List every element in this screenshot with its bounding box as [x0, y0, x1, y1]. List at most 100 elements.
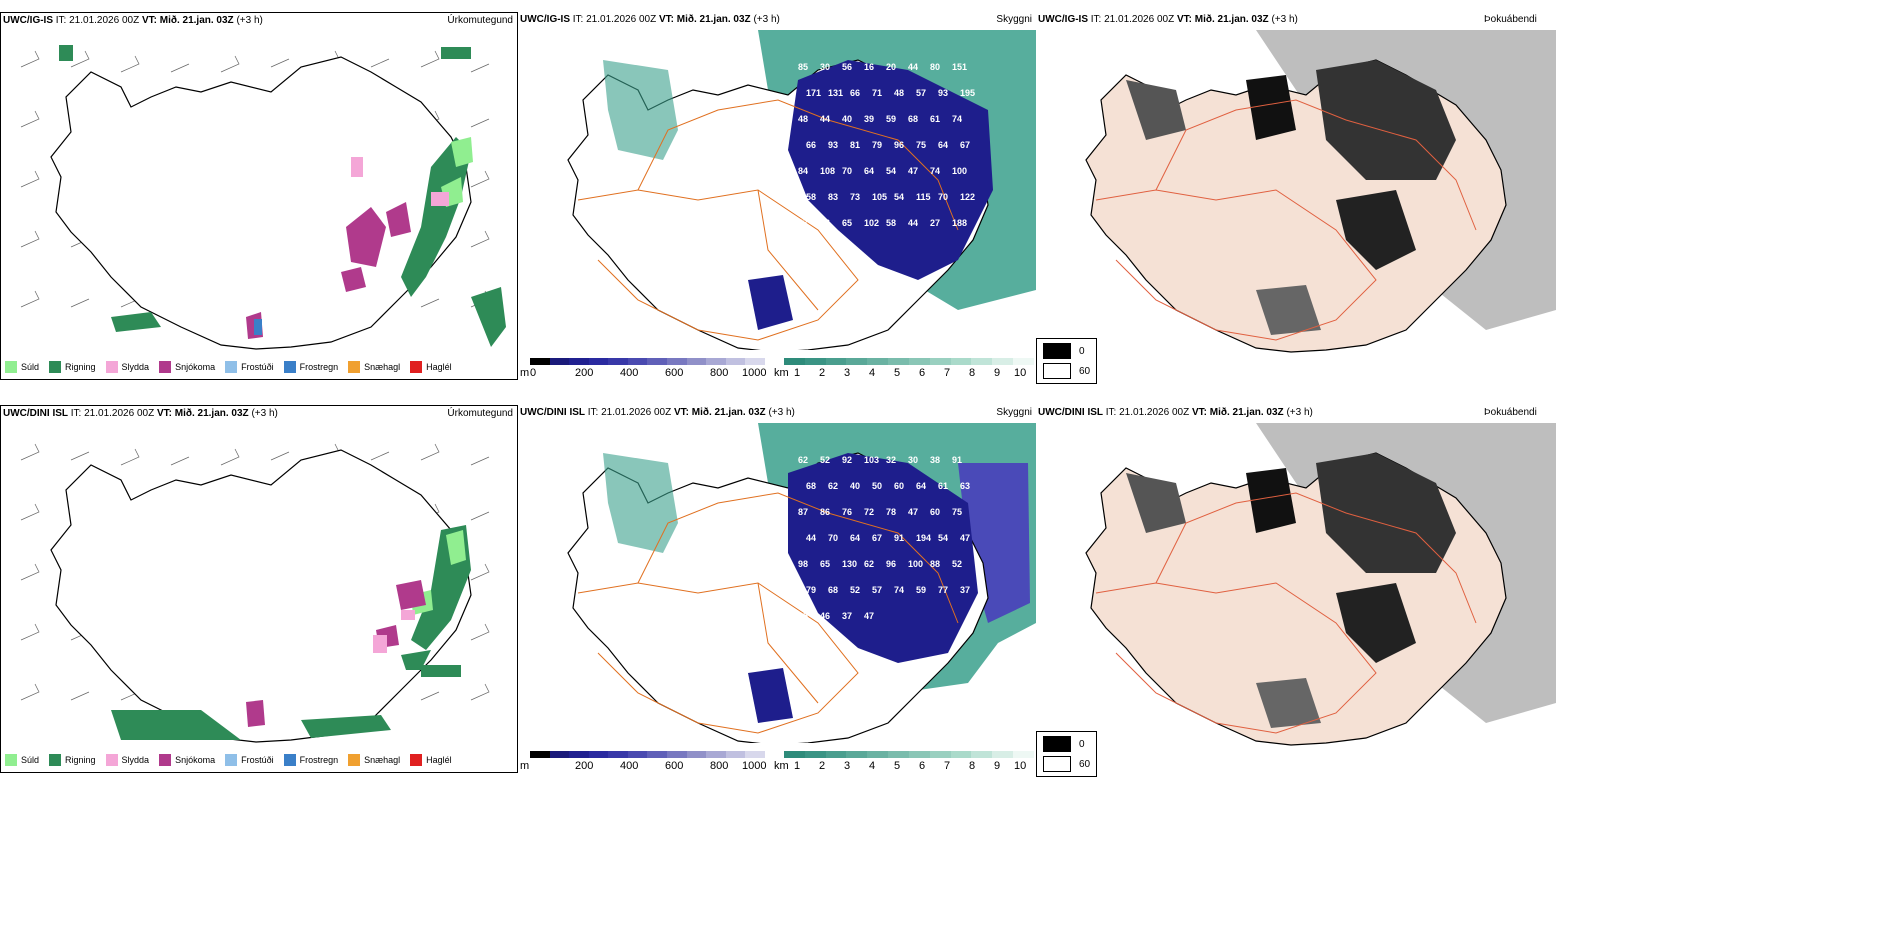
legend-item: Frostregn — [283, 754, 338, 766]
cloud-base-label: 52 — [820, 455, 830, 465]
cloud-base-area — [958, 463, 1030, 623]
cloud-base-label: 64 — [864, 166, 874, 176]
cloud-base-label: 108 — [820, 166, 835, 176]
cloud-base-label: 102 — [864, 218, 879, 228]
cloud-base-label: 32 — [886, 455, 896, 465]
cloud-base-label: 44 — [908, 62, 918, 72]
cloud-base-label: 61 — [938, 481, 948, 491]
fog-dense-area — [1316, 453, 1456, 573]
precip-legend: Súld Rigning Slydda Snjókoma Frostúði Fr… — [5, 361, 452, 373]
panel-header: UWC/DINI ISL IT: 21.01.2026 00Z VT: Mið.… — [520, 407, 795, 418]
freezing-rain-area — [254, 319, 262, 335]
cloud-base-label: 48 — [894, 88, 904, 98]
cloud-base-label: 68 — [806, 481, 816, 491]
cloud-base-label: 85 — [798, 611, 808, 621]
cloud-base-label: 48 — [798, 114, 808, 124]
fog-dense-area — [1256, 285, 1321, 335]
cloud-base-label: 78 — [886, 507, 896, 517]
cloud-base-label: 74 — [952, 114, 962, 124]
cloud-base-label: 47 — [908, 166, 918, 176]
cloud-base-label: 100 — [952, 166, 967, 176]
cloud-base-label: 30 — [820, 62, 830, 72]
cloud-base-label: 85 — [798, 62, 808, 72]
fog-dense-area — [1126, 80, 1186, 140]
cloud-base-label: 61 — [930, 114, 940, 124]
cloud-base-label: 64 — [916, 481, 926, 491]
cloud-base-label: 59 — [916, 585, 926, 595]
panel-header: UWC/IG-IS IT: 21.01.2026 00Z VT: Mið. 21… — [3, 15, 263, 26]
cloud-base-label: 44 — [820, 114, 830, 124]
cloud-base-label: 87 — [798, 507, 808, 517]
legend-item: Snæhagl — [348, 361, 400, 373]
fog-panel-row1: UWC/IG-IS IT: 21.01.2026 00Z VT: Mið. 21… — [1036, 12, 1900, 384]
visibility-low-area — [603, 60, 678, 160]
precip-legend: Súld Rigning Slydda Snjókoma Frostúði Fr… — [5, 754, 452, 766]
cloud-base-label: 80 — [930, 62, 940, 72]
fog-map — [1036, 423, 1556, 753]
cloud-base-area — [748, 668, 793, 723]
cloud-base-label: 64 — [850, 533, 860, 543]
cloud-base-label: 66 — [806, 140, 816, 150]
cloud-base-label: 115 — [916, 192, 931, 202]
cloud-base-label: 54 — [938, 533, 948, 543]
cloud-base-label: 76 — [842, 507, 852, 517]
cloud-base-label: 56 — [842, 62, 852, 72]
panel-header: UWC/IG-IS IT: 21.01.2026 00Z VT: Mið. 21… — [1038, 14, 1298, 25]
sleet-areas — [351, 157, 449, 206]
legend-item: Slydda — [105, 361, 149, 373]
cloud-base-label: 74 — [894, 585, 904, 595]
cloud-base-label: 40 — [842, 114, 852, 124]
cloud-base-label: 86 — [820, 507, 830, 517]
cloud-base-label: 67 — [872, 533, 882, 543]
cloud-base-label: 122 — [960, 192, 975, 202]
visibility-map: 62 52 92 103 32 30 38 91 68 62 40 50 60 64 61 63 87 86 76 7… — [567, 423, 1036, 743]
cloud-base-label: 59 — [886, 114, 896, 124]
cloud-base-label: 60 — [894, 481, 904, 491]
precip-map — [20, 45, 506, 350]
precip-panel-row2: UWC/DINI ISL IT: 21.01.2026 00Z VT: Mið.… — [0, 405, 518, 773]
legend-item: Snjókoma — [159, 754, 215, 766]
fog-legend: 0 60 — [1036, 338, 1098, 384]
road-network — [577, 99, 959, 341]
cloud-base-label: 98 — [798, 559, 808, 569]
cloud-base-label: 171 — [806, 88, 821, 98]
cloud-base-label: 96 — [886, 559, 896, 569]
cloud-base-label: 57 — [872, 585, 882, 595]
cloud-base-label: 88 — [930, 559, 940, 569]
cloud-base-label: 37 — [842, 611, 852, 621]
precip-panel-row1: UWC/IG-IS IT: 21.01.2026 00Z VT: Mið. 21… — [0, 12, 518, 380]
cloud-base-label: 40 — [850, 481, 860, 491]
cloud-base-label: 47 — [960, 533, 970, 543]
panel-header: UWC/DINI ISL IT: 21.01.2026 00Z VT: Mið.… — [3, 408, 278, 419]
cloud-base-label: 188 — [952, 218, 967, 228]
cloud-base-label: 47 — [908, 507, 918, 517]
cloud-base-area — [748, 275, 793, 330]
legend-item: Snjókoma — [159, 361, 215, 373]
cloud-base-label: 62 — [798, 455, 808, 465]
cloud-base-label: 75 — [916, 140, 926, 150]
cloud-base-label: 44 — [806, 533, 816, 543]
cloud-base-label: 103 — [864, 455, 879, 465]
cloud-base-label: 30 — [908, 455, 918, 465]
legend-item: Haglél — [410, 361, 452, 373]
cloud-base-label: 44 — [908, 218, 918, 228]
cloud-base-label: 52 — [952, 559, 962, 569]
cloud-base-label: 46 — [820, 218, 830, 228]
visibility-panel-row1: UWC/IG-IS IT: 21.01.2026 00Z VT: Mið. 21… — [518, 12, 1036, 380]
cloud-base-label: 75 — [952, 507, 962, 517]
legend-item: Snæhagl — [348, 754, 400, 766]
panel-title: Úrkomutegund — [447, 408, 513, 419]
cloud-base-label: 71 — [872, 88, 882, 98]
legend-item: Slydda — [105, 754, 149, 766]
fog-dense-area — [1316, 60, 1456, 180]
fog-dense-area — [1246, 75, 1296, 140]
fog-dense-area — [1336, 190, 1416, 270]
fog-dense-area — [1256, 678, 1321, 728]
panel-title: Þokuábendi — [1484, 14, 1537, 25]
cloud-base-label: 16 — [864, 62, 874, 72]
cloud-base-label: 91 — [894, 533, 904, 543]
legend-item: Rigning — [49, 361, 96, 373]
cloud-base-label: 77 — [938, 585, 948, 595]
road-network — [1095, 99, 1477, 341]
cloud-base-label: 68 — [828, 585, 838, 595]
